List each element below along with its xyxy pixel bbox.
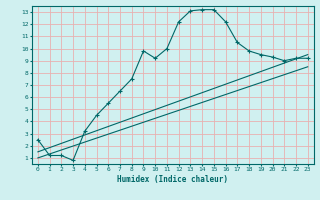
X-axis label: Humidex (Indice chaleur): Humidex (Indice chaleur): [117, 175, 228, 184]
